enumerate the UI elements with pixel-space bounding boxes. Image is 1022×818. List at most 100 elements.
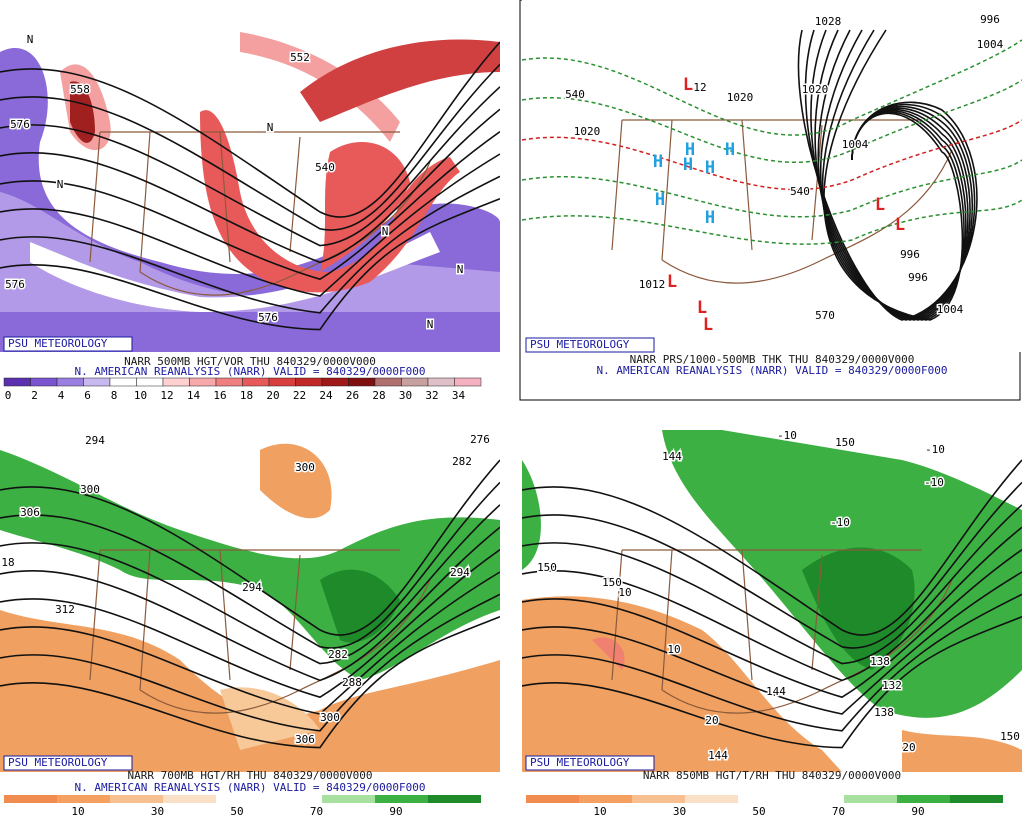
colorbar-label: 90 <box>911 805 924 818</box>
map-label: 1004 <box>842 138 869 151</box>
map-label: 540 <box>790 185 810 198</box>
map-label: L <box>875 195 885 215</box>
colorbar-swatch <box>189 377 217 387</box>
colorbar-swatch <box>3 377 31 387</box>
shaded-area <box>0 610 500 772</box>
contour <box>522 571 1022 715</box>
colorbar-swatch <box>950 795 1003 803</box>
thickness-contour <box>522 199 1022 245</box>
colorbar-swatch <box>57 795 110 803</box>
map-label: 144 <box>766 685 786 698</box>
colorbar-swatch <box>163 795 216 803</box>
colorbar-label: 10 <box>71 805 84 818</box>
map-label: 558 <box>70 83 90 96</box>
map-label: 150 <box>602 576 622 589</box>
map <box>0 12 500 352</box>
map-label: 144 <box>708 749 728 762</box>
map-label: N <box>267 121 274 134</box>
caption: N. AMERICAN REANALYSIS (NARR) VALID = 84… <box>597 364 948 377</box>
contour <box>0 616 500 749</box>
map-label: N <box>382 225 389 238</box>
shaded-area <box>300 39 500 122</box>
contour <box>0 526 500 682</box>
contour <box>0 108 500 264</box>
colorbar-swatch <box>242 377 270 387</box>
badge-box <box>3 336 133 352</box>
shaded-area <box>220 687 320 750</box>
map-label: 300 <box>320 711 340 724</box>
map-label: 1004 <box>977 38 1004 51</box>
colorbar-swatch <box>526 795 579 803</box>
colorbar-swatch <box>738 795 791 803</box>
map-label: 576 <box>5 278 25 291</box>
map-label: N <box>57 178 64 191</box>
shaded-area <box>902 730 1022 772</box>
thickness-contour <box>522 79 1022 163</box>
contour <box>0 593 500 732</box>
map-label: 1020 <box>574 125 601 138</box>
map-label: -10 <box>925 443 945 456</box>
colorbar-swatch <box>30 377 58 387</box>
colorbar-label: 6 <box>84 389 91 402</box>
colorbar-swatch <box>374 377 402 387</box>
map-label: 996 <box>980 13 1000 26</box>
contour <box>522 593 1022 732</box>
map-label: H <box>705 158 715 178</box>
map-label: H <box>683 155 693 175</box>
map-label: -10 <box>830 516 850 529</box>
contour <box>0 548 500 699</box>
colorbar-label: 26 <box>346 389 359 402</box>
map-label: 294 <box>242 581 262 594</box>
map-label: N <box>427 318 434 331</box>
map-label: 138 <box>874 706 894 719</box>
colorbar-swatch <box>454 377 482 387</box>
map-label: 10 <box>667 643 680 656</box>
colorbar-swatch <box>83 377 111 387</box>
map-label: N <box>457 263 464 276</box>
colorbar-swatch <box>321 377 349 387</box>
colorbar-swatch <box>322 795 375 803</box>
map-label: 150 <box>1000 730 1020 743</box>
shaded-area <box>240 32 400 142</box>
colorbar-label: 30 <box>399 389 412 402</box>
colorbar-label: 90 <box>389 805 402 818</box>
colorbar-swatch <box>162 377 190 387</box>
caption: N. AMERICAN REANALYSIS (NARR) VALID = 84… <box>75 781 426 794</box>
map-label: 288 <box>342 676 362 689</box>
contour <box>522 504 1022 665</box>
map-label: 1028 <box>815 15 842 28</box>
badge: PSU METEOROLOGY <box>8 756 108 769</box>
map-label: 132 <box>882 679 902 692</box>
map-label: 552 <box>290 51 310 64</box>
map-label: -10 <box>777 429 797 442</box>
colorbar-swatch <box>897 795 950 803</box>
contour <box>0 175 500 314</box>
colorbar-swatch <box>110 795 163 803</box>
badge-box <box>3 755 133 771</box>
contour <box>522 481 1022 649</box>
map-label: 996 <box>900 248 920 261</box>
contour <box>0 198 500 331</box>
colorbar-swatch <box>216 795 269 803</box>
badge: PSU METEOROLOGY <box>530 338 630 351</box>
badge: PSU METEOROLOGY <box>530 756 630 769</box>
colorbar-label: 12 <box>160 389 173 402</box>
contour <box>0 481 500 649</box>
map-label: 282 <box>452 455 472 468</box>
map-label: L <box>697 298 707 318</box>
colorbar-label: 30 <box>151 805 164 818</box>
map-label: 996 <box>908 271 928 284</box>
map-label: 306 <box>20 506 40 519</box>
map-label: 1020 <box>802 83 829 96</box>
map-label: -10 <box>924 476 944 489</box>
colorbar-swatch <box>136 377 164 387</box>
colorbar-label: 50 <box>230 805 243 818</box>
colorbar-label: 2 <box>31 389 38 402</box>
colorbar-label: 4 <box>58 389 65 402</box>
colorbar-label: 24 <box>319 389 333 402</box>
map-label: 312 <box>55 603 75 616</box>
caption: NARR 500MB HGT/VOR THU 840329/0000V000 <box>124 355 376 368</box>
caption: NARR 850MB HGT/T/RH THU 840329/0000V000 <box>643 769 901 782</box>
colorbar-label: 22 <box>293 389 306 402</box>
colorbar-swatch <box>632 795 685 803</box>
